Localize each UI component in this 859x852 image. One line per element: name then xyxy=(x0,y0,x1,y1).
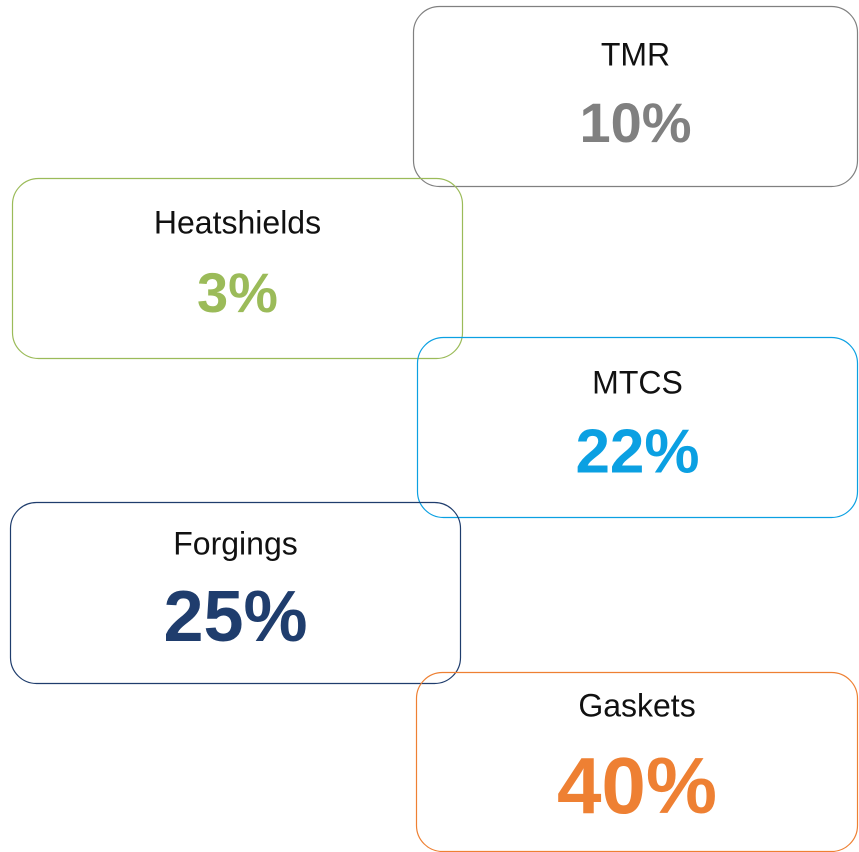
card-value: 40% xyxy=(557,741,717,830)
card-label: MTCS xyxy=(592,364,683,400)
card xyxy=(11,177,464,360)
card-value: 25% xyxy=(163,577,307,657)
card-label: Heatshields xyxy=(154,204,321,240)
card-label: Forgings xyxy=(173,525,298,561)
card-value: 3% xyxy=(197,261,278,324)
card-value: 22% xyxy=(575,417,699,486)
card xyxy=(9,501,462,685)
card-label: TMR xyxy=(601,36,670,72)
card-label: Gaskets xyxy=(578,687,695,723)
card xyxy=(412,5,859,188)
card-value: 10% xyxy=(579,91,691,154)
card xyxy=(416,336,859,519)
